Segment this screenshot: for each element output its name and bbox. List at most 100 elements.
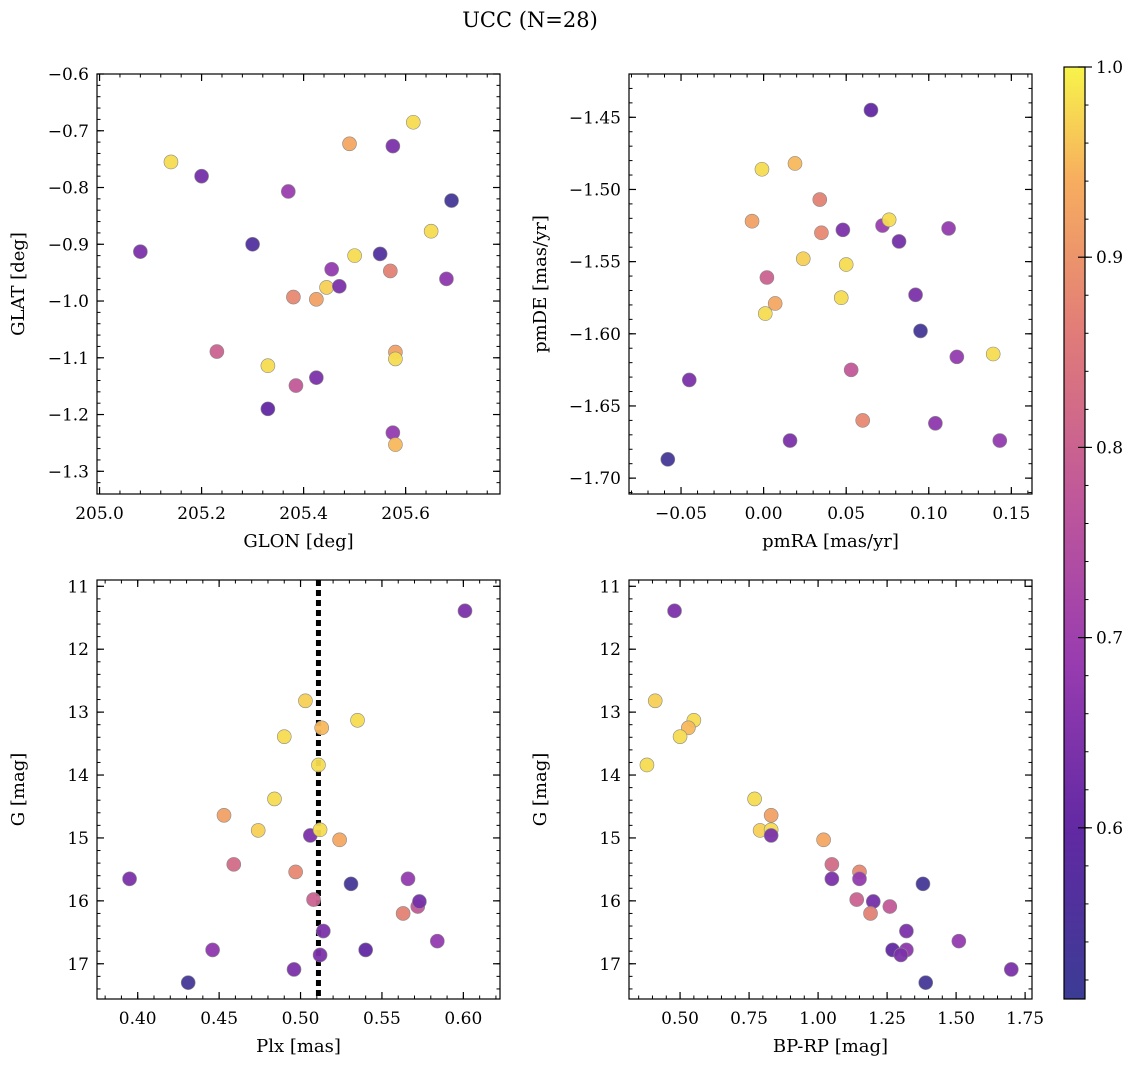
scatter-point <box>744 213 760 229</box>
scatter-point <box>343 876 359 892</box>
x-tick-label: 0.40 <box>119 1009 157 1029</box>
scatter-point <box>311 757 326 773</box>
scatter-point <box>288 378 304 393</box>
scatter-point <box>286 289 301 305</box>
scatter-point <box>316 923 331 939</box>
x-tick-label: 0.50 <box>282 1009 320 1029</box>
x-tick-label: 205.4 <box>279 504 328 524</box>
y-axis-label: G [mag] <box>530 753 551 826</box>
figure-title: UCC (N=28) <box>462 8 598 32</box>
y-axis-label: pmDE [mas/yr] <box>530 215 551 353</box>
scatter-point <box>787 156 803 171</box>
scatter-point <box>908 287 923 303</box>
scatter-point <box>893 947 909 963</box>
y-tick-label: −0.8 <box>48 179 89 199</box>
y-axis-label: G [mag] <box>8 753 29 826</box>
scatter-point <box>891 234 907 249</box>
scatter-point <box>358 942 373 958</box>
y-tick-label: 14 <box>67 766 89 786</box>
scatter-point <box>226 857 242 872</box>
y-tick-label: −1.0 <box>48 292 89 312</box>
scatter-point <box>319 280 334 295</box>
x-axis-label: GLON [deg] <box>243 531 353 552</box>
plot-frame <box>628 73 1033 495</box>
y-axis-label: GLAT [deg] <box>8 232 29 336</box>
scatter-point <box>838 257 854 272</box>
y-tick-label: −1.60 <box>569 325 621 345</box>
scatter-point <box>812 192 828 207</box>
scatter-point <box>423 223 439 239</box>
x-tick-label: 0.15 <box>992 504 1030 524</box>
scatter-point <box>881 212 897 228</box>
scatter-point <box>985 346 1001 362</box>
panel-pmra-pmde: −0.05 0.00 0.05 0.10 0.15 −1.45 −1.50 −1.55 −1.6… <box>530 73 1033 552</box>
scatter-point <box>276 729 292 744</box>
scatter-point <box>314 720 330 736</box>
scatter-point <box>763 828 779 843</box>
x-tick-label: 0.00 <box>745 504 783 524</box>
y-tick-label: −1.45 <box>569 108 621 128</box>
y-tick-label: −1.65 <box>569 397 621 417</box>
scatter-point <box>913 323 928 339</box>
scatter-point <box>816 832 831 848</box>
scatter-point <box>763 807 779 823</box>
scatter-point <box>949 349 965 365</box>
colorbar: 1.0 0.9 0.8 0.7 0.6 <box>1063 58 1123 1000</box>
x-tick-label: 1.75 <box>1006 1009 1044 1029</box>
scatter-point <box>915 876 931 892</box>
x-tick-label: 205.0 <box>75 504 124 524</box>
y-tick-label: −1.1 <box>48 349 89 369</box>
scatter-point <box>400 871 416 887</box>
y-tick-label: 12 <box>599 640 621 660</box>
x-tick-label: 1.50 <box>937 1009 975 1029</box>
y-tick-label: −0.7 <box>48 122 89 142</box>
scatter-point <box>385 425 401 441</box>
scatter-point <box>260 401 276 417</box>
scatter-point <box>309 370 324 385</box>
scatter-point <box>405 114 421 130</box>
plot-frame <box>96 73 501 495</box>
scatter-point <box>824 871 840 887</box>
scatter-point <box>372 246 388 262</box>
scatter-point <box>122 871 137 887</box>
y-tick-label: 15 <box>599 829 621 849</box>
y-tick-label: −1.50 <box>569 180 621 200</box>
scatter-point <box>782 433 798 448</box>
scatter-point <box>163 154 179 170</box>
scatter-point <box>843 362 859 378</box>
scatter-point <box>852 871 867 887</box>
y-tick-label: 13 <box>67 703 89 723</box>
scatter-point <box>209 344 225 359</box>
scatter-point <box>667 603 682 619</box>
y-tick-label: 11 <box>599 577 621 597</box>
panel-bprp-g: 0.50 0.75 1.00 1.25 1.50 1.75 11 12 13 14 15 16 17 BP… <box>530 577 1044 1057</box>
scatter-point <box>430 933 445 949</box>
scatter-point <box>250 823 266 838</box>
y-tick-label: 15 <box>67 829 89 849</box>
scatter-point <box>309 292 324 307</box>
colorbar-tick-label: 0.7 <box>1096 629 1123 649</box>
scatter-point <box>882 899 898 914</box>
y-tick-label: 13 <box>599 703 621 723</box>
x-tick-label: 0.50 <box>661 1009 699 1029</box>
y-tick-label: 16 <box>599 892 621 912</box>
panel-glon-glat: 205.0 205.2 205.4 205.6 −0.6 −0.7 −0.8 −0.9 −1.0… <box>8 65 501 552</box>
x-tick-label: 0.60 <box>444 1009 482 1029</box>
plot-frame <box>628 579 1033 1000</box>
scatter-point <box>439 271 454 287</box>
colorbar-tick-label: 1.0 <box>1096 58 1123 78</box>
colorbar-tick-label: 0.8 <box>1096 438 1123 458</box>
scatter-point <box>306 892 321 907</box>
scatter-point <box>332 832 347 848</box>
scatter-point <box>385 138 401 154</box>
x-tick-label: 1.25 <box>868 1009 906 1029</box>
scatter-point <box>951 933 967 949</box>
x-tick-label: 0.05 <box>827 504 865 524</box>
colorbar-tick-label: 0.6 <box>1096 819 1123 839</box>
scatter-point <box>849 892 865 907</box>
scatter-point <box>681 372 697 388</box>
scatter-point <box>757 306 773 321</box>
scatter-point <box>747 791 762 807</box>
scatter-point <box>245 236 260 252</box>
